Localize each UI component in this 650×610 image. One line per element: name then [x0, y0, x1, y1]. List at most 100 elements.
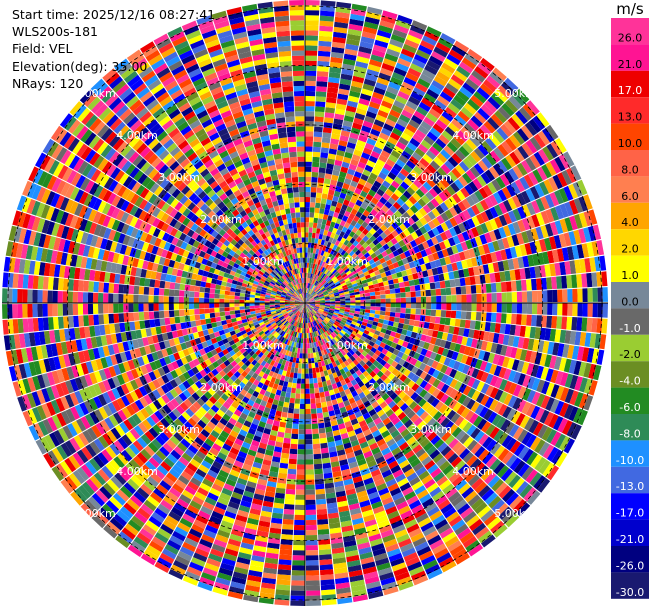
radar-gate [554, 205, 564, 220]
radar-gate [428, 188, 438, 198]
radar-gate [340, 298, 346, 301]
radar-gate [306, 293, 310, 299]
radar-gate [408, 195, 418, 205]
radar-gate [382, 243, 390, 251]
radar-gate [310, 398, 316, 404]
radar-gate [420, 249, 428, 258]
radar-gate [312, 156, 320, 163]
radar-gate [382, 95, 395, 105]
radar-gate [334, 113, 345, 121]
radar-gate [490, 312, 497, 323]
radar-gate [392, 29, 408, 39]
radar-gate [428, 55, 443, 67]
radar-gate [308, 295, 313, 300]
radar-gate [281, 529, 294, 535]
radar-gate [454, 179, 464, 190]
radar-gate [341, 226, 348, 233]
radar-gate [413, 259, 421, 267]
radar-gate [465, 138, 478, 151]
radar-gate [406, 123, 418, 134]
radar-gate [435, 234, 444, 243]
radar-gate [521, 160, 532, 174]
radar-gate [305, 131, 314, 137]
radar-gate [340, 304, 346, 308]
radar-gate [395, 141, 407, 151]
radar-gate [389, 284, 395, 290]
radar-gate [383, 266, 390, 272]
radar-gate [424, 30, 440, 42]
radar-gate [329, 61, 342, 69]
radar-gate [396, 118, 408, 128]
radar-gate [323, 291, 328, 295]
radar-gate [394, 234, 403, 243]
radar-gate [306, 580, 320, 586]
radar-gate [391, 104, 403, 114]
radar-gate [322, 234, 327, 241]
radar-gate [394, 123, 406, 133]
radar-gate [334, 222, 340, 230]
radar-gate [390, 298, 396, 303]
radar-gate [451, 245, 459, 255]
radar-gate [313, 382, 319, 389]
radar-gate [477, 160, 489, 172]
radar-gate [449, 227, 457, 237]
radar-gate [409, 137, 421, 148]
radar-gate [371, 275, 377, 281]
radar-gate [318, 422, 325, 429]
radar-gate [377, 253, 384, 260]
radar-gate [484, 169, 496, 182]
radar-gate [289, 453, 298, 460]
radar-gate [293, 408, 300, 414]
radar-gate [329, 67, 342, 74]
radar-gate [545, 161, 557, 176]
radar-gate [323, 282, 329, 287]
radar-gate [352, 240, 359, 247]
radar-gate [572, 181, 583, 197]
radar-gate [274, 599, 290, 606]
radar-gate [305, 300, 310, 303]
radar-gate [309, 299, 315, 302]
radar-gate [383, 319, 389, 325]
radar-gate [498, 227, 507, 239]
radar-gate [342, 182, 350, 190]
radar-gate [474, 190, 484, 202]
radar-gate [557, 289, 563, 303]
radar-gate [323, 251, 328, 257]
radar-gate [422, 153, 433, 164]
radar-gate [453, 134, 466, 146]
radar-gate [339, 231, 346, 238]
radar-gate [436, 266, 444, 275]
radar-gate [379, 239, 387, 247]
radar-gate [296, 479, 305, 485]
radar-gate [420, 264, 427, 272]
radar-gate [426, 164, 437, 174]
radar-gate [397, 90, 410, 101]
radar-gate [310, 247, 314, 254]
radar-gate [501, 157, 512, 171]
radar-gate [394, 312, 401, 318]
radar-gate [564, 201, 574, 217]
radar-gate [321, 273, 326, 279]
radar-gate [375, 303, 381, 307]
radar-gate [309, 212, 315, 218]
radar-gate [332, 288, 338, 292]
radar-gate [466, 258, 473, 268]
radar-gate [353, 272, 359, 278]
radar-gate [314, 387, 320, 394]
radar-gate [313, 141, 322, 148]
radar-gate [332, 244, 338, 251]
radar-gate [317, 276, 322, 282]
radar-gate [522, 103, 536, 118]
radar-gate [368, 189, 377, 197]
radar-gate [374, 314, 380, 319]
radar-gate [305, 509, 317, 516]
radar-gate [497, 189, 508, 202]
radar-gate [365, 306, 371, 310]
radar-gate [391, 273, 398, 280]
radar-gate [314, 298, 320, 301]
radar-gate [461, 294, 467, 303]
radar-gate [333, 292, 340, 296]
radar-gate [308, 288, 311, 294]
radar-gate [309, 289, 313, 295]
radar-gate [408, 319, 415, 326]
